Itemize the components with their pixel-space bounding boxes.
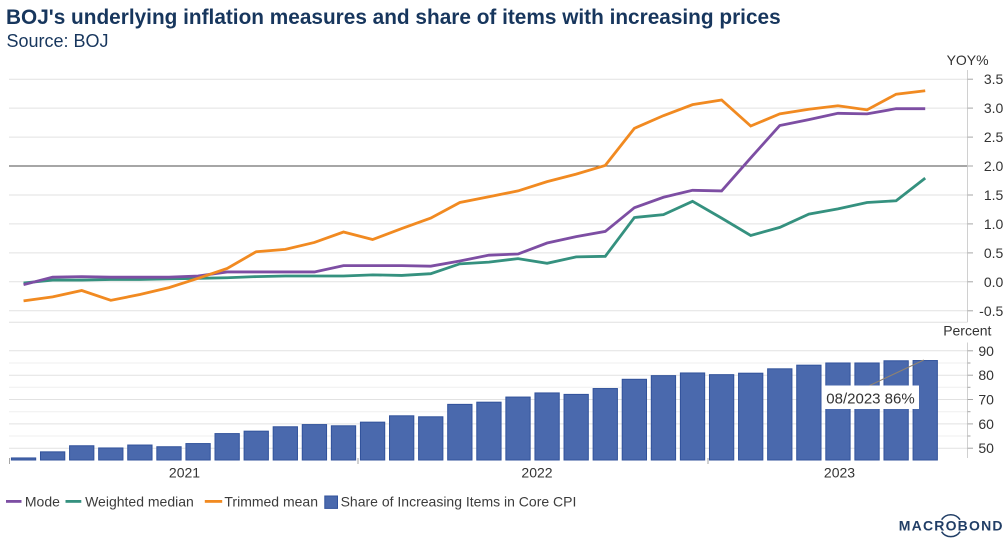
svg-text:Weighted median: Weighted median xyxy=(85,494,194,510)
svg-text:90: 90 xyxy=(978,343,994,359)
svg-text:BOJ's underlying inflation mea: BOJ's underlying inflation measures and … xyxy=(6,6,781,29)
svg-text:2022: 2022 xyxy=(521,465,552,481)
svg-text:0.0: 0.0 xyxy=(984,274,1004,290)
svg-text:MACROBOND: MACROBOND xyxy=(899,517,1004,533)
svg-text:2023: 2023 xyxy=(824,465,855,481)
svg-text:Trimmed mean: Trimmed mean xyxy=(224,494,318,510)
svg-text:2.5: 2.5 xyxy=(984,129,1004,145)
svg-text:3.5: 3.5 xyxy=(984,71,1004,87)
svg-text:60: 60 xyxy=(978,416,994,432)
svg-text:80: 80 xyxy=(978,367,994,383)
svg-text:Share of Increasing Items in C: Share of Increasing Items in Core CPI xyxy=(341,494,577,510)
svg-text:Percent: Percent xyxy=(943,323,991,339)
svg-text:0.5: 0.5 xyxy=(984,245,1004,261)
svg-text:3.0: 3.0 xyxy=(984,100,1004,116)
svg-text:2021: 2021 xyxy=(169,465,200,481)
svg-text:50: 50 xyxy=(978,440,994,456)
svg-text:YOY%: YOY% xyxy=(947,52,989,68)
svg-text:1.0: 1.0 xyxy=(984,216,1004,232)
svg-text:70: 70 xyxy=(978,392,994,408)
svg-text:1.5: 1.5 xyxy=(984,187,1004,203)
svg-text:Mode: Mode xyxy=(25,494,60,510)
svg-text:2.0: 2.0 xyxy=(984,158,1004,174)
svg-text:-0.5: -0.5 xyxy=(979,303,1003,319)
svg-text:Source: BOJ: Source: BOJ xyxy=(7,31,109,51)
svg-text:08/2023 86%: 08/2023 86% xyxy=(826,391,914,408)
